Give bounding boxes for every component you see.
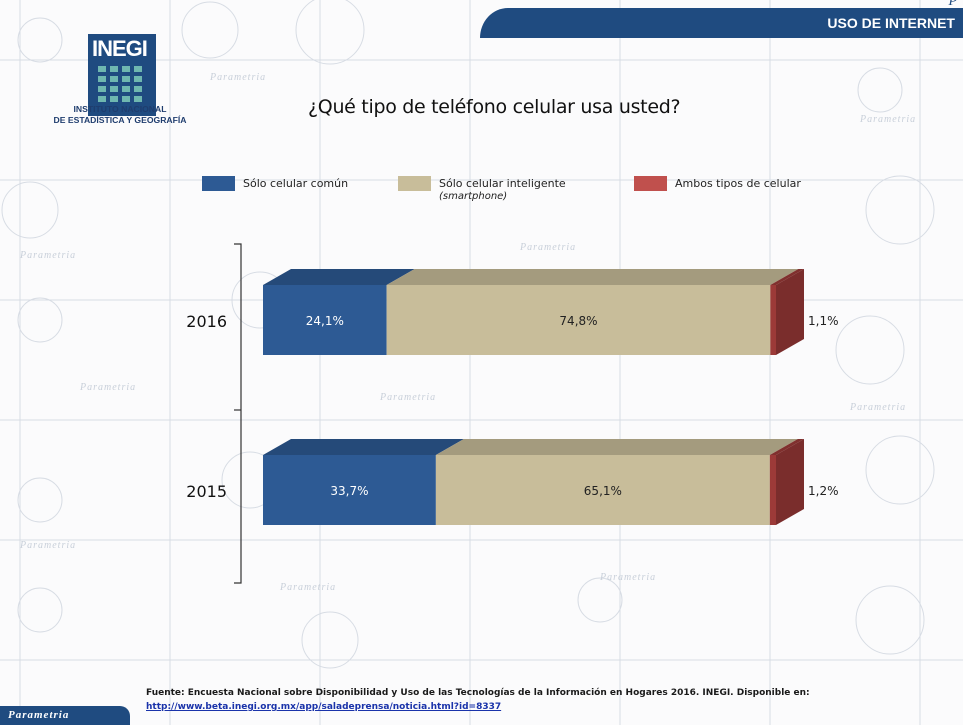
bar-side-face: [776, 439, 804, 525]
watermark-circle: [301, 611, 359, 669]
data-label: 1,2%: [808, 484, 839, 498]
chart-title: ¿Qué tipo de teléfono celular usa usted?: [308, 96, 681, 118]
watermark-circle: [17, 297, 63, 343]
legend-swatch-ambos: [634, 176, 667, 191]
bar-top-face: [769, 439, 804, 455]
brand-tab-label: Parametria: [8, 709, 70, 721]
legend-swatch-comun: [202, 176, 235, 191]
bar-segment: [435, 455, 770, 525]
watermark-circle: [181, 1, 239, 59]
bar-segment: [770, 285, 776, 355]
legend-item-comun: Sólo celular común: [202, 176, 348, 191]
watermark-text: Parametria: [279, 582, 336, 593]
data-label: 24,1%: [306, 314, 344, 328]
bar-top-face: [386, 269, 799, 285]
watermark-circle: [865, 175, 935, 245]
watermark-text: Parametria: [599, 572, 656, 583]
watermark-text: Parametria: [19, 540, 76, 551]
legend-label-inteligente: Sólo celular inteligente: [439, 177, 566, 190]
source-link[interactable]: http://www.beta.inegi.org.mx/app/saladep…: [146, 702, 502, 712]
inegi-caption: INSTITUTO NACIONAL DE ESTADÍSTICA Y GEOG…: [20, 104, 220, 126]
bar-top-face: [263, 269, 415, 285]
category-label: 2015: [186, 482, 227, 501]
bar-top-face: [435, 439, 798, 455]
bar-side-face: [776, 269, 804, 355]
section-banner-title: USO DE INTERNET: [827, 15, 955, 31]
data-label: 1,1%: [808, 314, 839, 328]
watermark-circle: [865, 435, 935, 505]
source-note: Fuente: Encuesta Nacional sobre Disponib…: [146, 686, 956, 714]
watermark-circle: [577, 577, 623, 623]
watermark-text: Parametria: [859, 114, 916, 125]
watermark-circle: [835, 315, 905, 385]
watermark-text: Parametria: [379, 392, 436, 403]
legend-item-inteligente: Sólo celular inteligente (smartphone): [398, 176, 566, 202]
watermark-circle: [295, 0, 365, 65]
inegi-logo: INEGI: [88, 34, 156, 116]
bar-segment: [263, 285, 387, 355]
watermark-circle: [857, 67, 903, 113]
data-label: 65,1%: [584, 484, 622, 498]
inegi-caption-line2: DE ESTADÍSTICA Y GEOGRAFÍA: [53, 115, 187, 125]
bar-segment: [386, 285, 771, 355]
section-banner: USO DE INTERNET: [480, 8, 963, 38]
watermark-text: Parametria: [519, 242, 576, 253]
watermark-text: Parametria: [849, 402, 906, 413]
watermark-text: Parametria: [19, 250, 76, 261]
watermark-circle: [855, 585, 925, 655]
y-axis-bracket: [234, 243, 242, 584]
legend-sublabel-smartphone: (smartphone): [439, 191, 508, 202]
watermark-circle: [17, 587, 63, 633]
inegi-wordmark: INEGI: [92, 36, 148, 61]
watermark-circle: [1, 181, 59, 239]
legend-label-ambos: Ambos tipos de celular: [675, 177, 801, 190]
brand-tab: Parametria: [0, 706, 130, 725]
legend-swatch-inteligente: [398, 176, 431, 191]
legend-label-comun: Sólo celular común: [243, 177, 349, 190]
bar-top-face: [263, 439, 464, 455]
legend-item-ambos: Ambos tipos de celular: [634, 176, 801, 191]
data-label: 33,7%: [330, 484, 368, 498]
category-label: 2016: [186, 312, 227, 331]
source-text: Fuente: Encuesta Nacional sobre Disponib…: [146, 688, 810, 698]
bar-segment: [263, 455, 436, 525]
corner-glyph: P: [948, 0, 957, 9]
inegi-grid-icon: [98, 66, 142, 102]
bar-top-face: [770, 269, 804, 285]
watermark-circle: [17, 477, 63, 523]
watermark-text: Parametria: [79, 382, 136, 393]
watermark-text: Parametria: [209, 72, 266, 83]
inegi-caption-line1: INSTITUTO NACIONAL: [73, 104, 167, 114]
data-label: 74,8%: [559, 314, 597, 328]
watermark-circle: [17, 17, 63, 63]
bar-segment: [769, 455, 776, 525]
